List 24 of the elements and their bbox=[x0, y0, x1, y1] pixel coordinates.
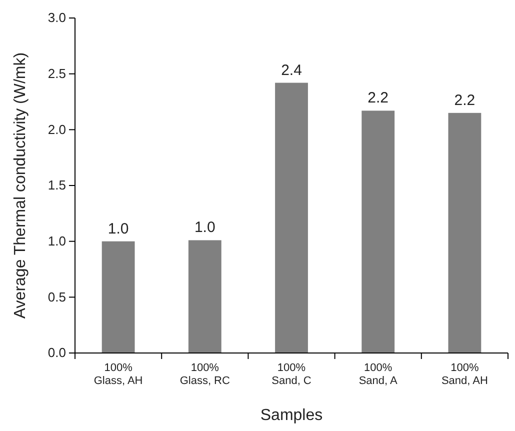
y-tick-label: 2.5 bbox=[48, 66, 66, 81]
y-tick-label: 0.5 bbox=[48, 289, 66, 304]
data-label: 2.2 bbox=[454, 92, 476, 109]
data-label: 1.0 bbox=[108, 220, 129, 238]
data-label: 2.4 bbox=[281, 62, 302, 79]
x-tick-label: 100% Glass, RC bbox=[180, 362, 230, 387]
bar bbox=[275, 82, 308, 353]
bar bbox=[362, 110, 395, 353]
y-tick-label: 1.0 bbox=[48, 233, 66, 248]
data-label: 2.2 bbox=[368, 90, 389, 107]
data-label: 1.0 bbox=[194, 219, 216, 236]
y-tick-label: 0.0 bbox=[48, 345, 66, 360]
x-tick-label: 100% Sand, A bbox=[358, 362, 398, 387]
bar bbox=[102, 241, 135, 353]
y-axis-title: Average Thermal conductivity (W/mk) bbox=[12, 52, 29, 319]
x-axis-title: Samples bbox=[260, 407, 323, 424]
x-tick-label: 100% Glass, AH bbox=[94, 362, 143, 387]
y-tick-label: 3.0 bbox=[48, 10, 66, 26]
bar bbox=[188, 240, 222, 353]
bar bbox=[448, 112, 482, 353]
y-tick-label: 2.0 bbox=[48, 122, 66, 137]
x-tick-label: 100% Sand, AH bbox=[441, 362, 488, 387]
x-tick-label: 100% Sand, C bbox=[272, 362, 312, 387]
y-tick-label: 1.5 bbox=[48, 178, 66, 193]
